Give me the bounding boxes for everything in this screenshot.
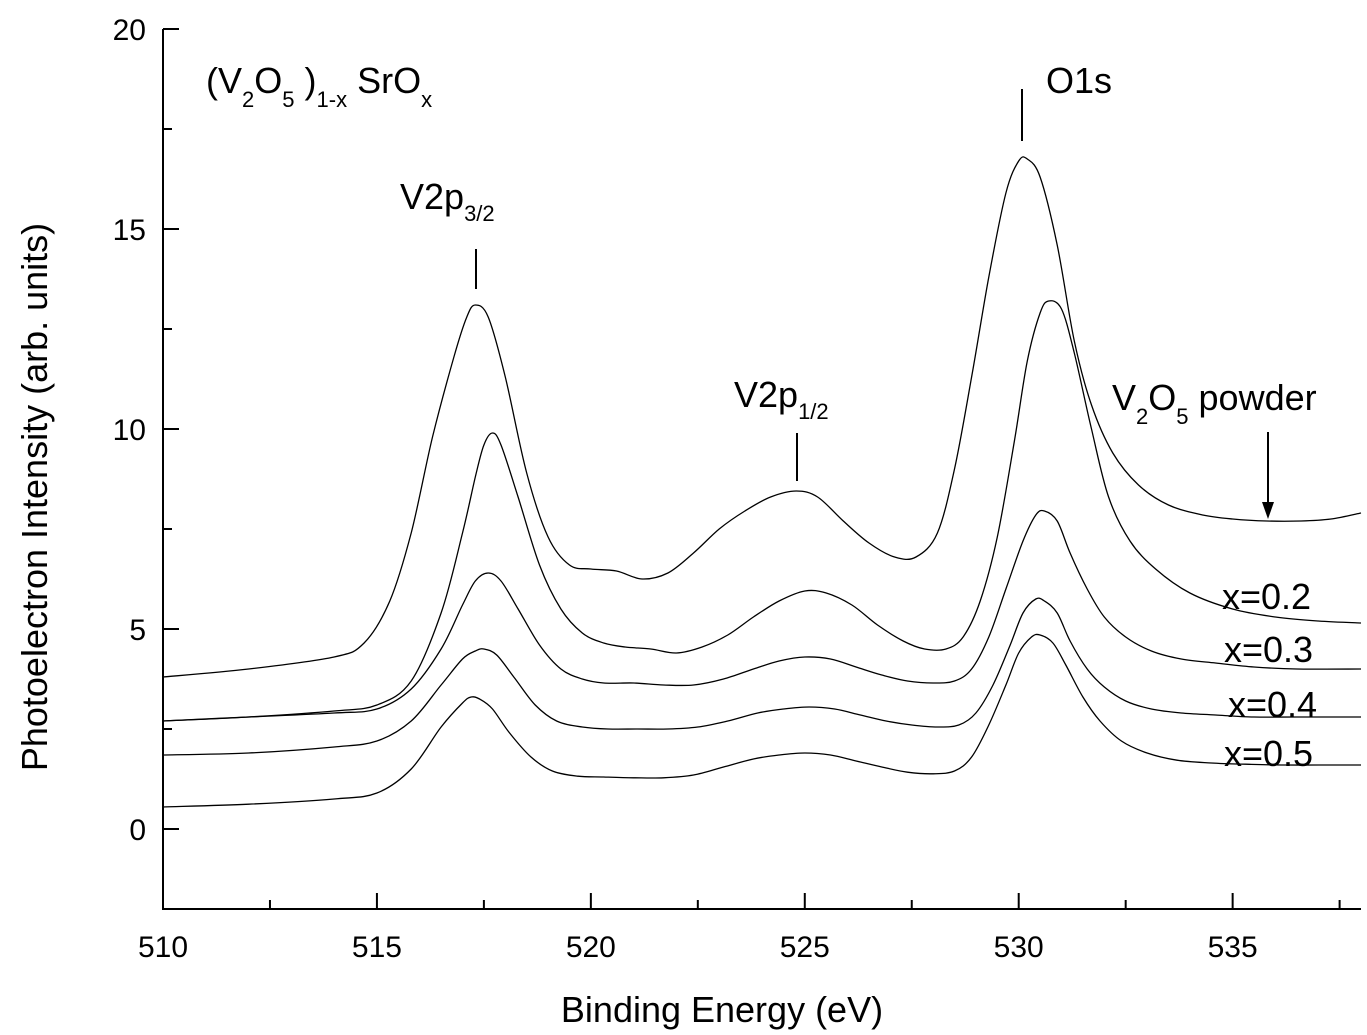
series-line-4 [162,633,1361,808]
x-tick-label: 510 [138,931,188,964]
powder-arrow-head [1262,502,1274,519]
x-tick-label: 535 [1208,931,1258,964]
series-label-x02: x=0.2 [1222,576,1311,617]
o1s-peak-label: O1s [1046,60,1112,101]
y-tick-label: 5 [129,614,146,647]
composition-label: (V2O5 )1-x SrOx [206,60,432,112]
series-line-3 [162,597,1361,756]
v2p12-peak-label: V2p1/2 [734,374,829,424]
x-tick-label: 515 [352,931,402,964]
v2p32-peak-label: V2p3/2 [400,176,495,226]
series-line-0 [162,156,1362,678]
series-label-x03: x=0.3 [1224,629,1313,670]
axis-frame [162,29,1361,910]
x-tick-label: 525 [780,931,830,964]
y-tick-label: 20 [113,14,146,47]
y-tick-label: 15 [113,214,146,247]
y-axis-title: Photoelectron Intensity (arb. units) [14,223,55,771]
y-tick-label: 0 [129,814,146,847]
x-tick-label: 530 [994,931,1044,964]
x-tick-label: 520 [566,931,616,964]
x-axis-title: Binding Energy (eV) [561,989,883,1030]
series-label-x05: x=0.5 [1224,733,1313,774]
series-layer [162,156,1362,808]
y-tick-label: 10 [113,414,146,447]
axes-layer [162,28,1361,910]
series-label-x04: x=0.4 [1228,684,1317,725]
powder-label: V2O5 powder [1112,377,1317,429]
series-line-1 [162,300,1362,722]
series-line-2 [162,509,1362,722]
